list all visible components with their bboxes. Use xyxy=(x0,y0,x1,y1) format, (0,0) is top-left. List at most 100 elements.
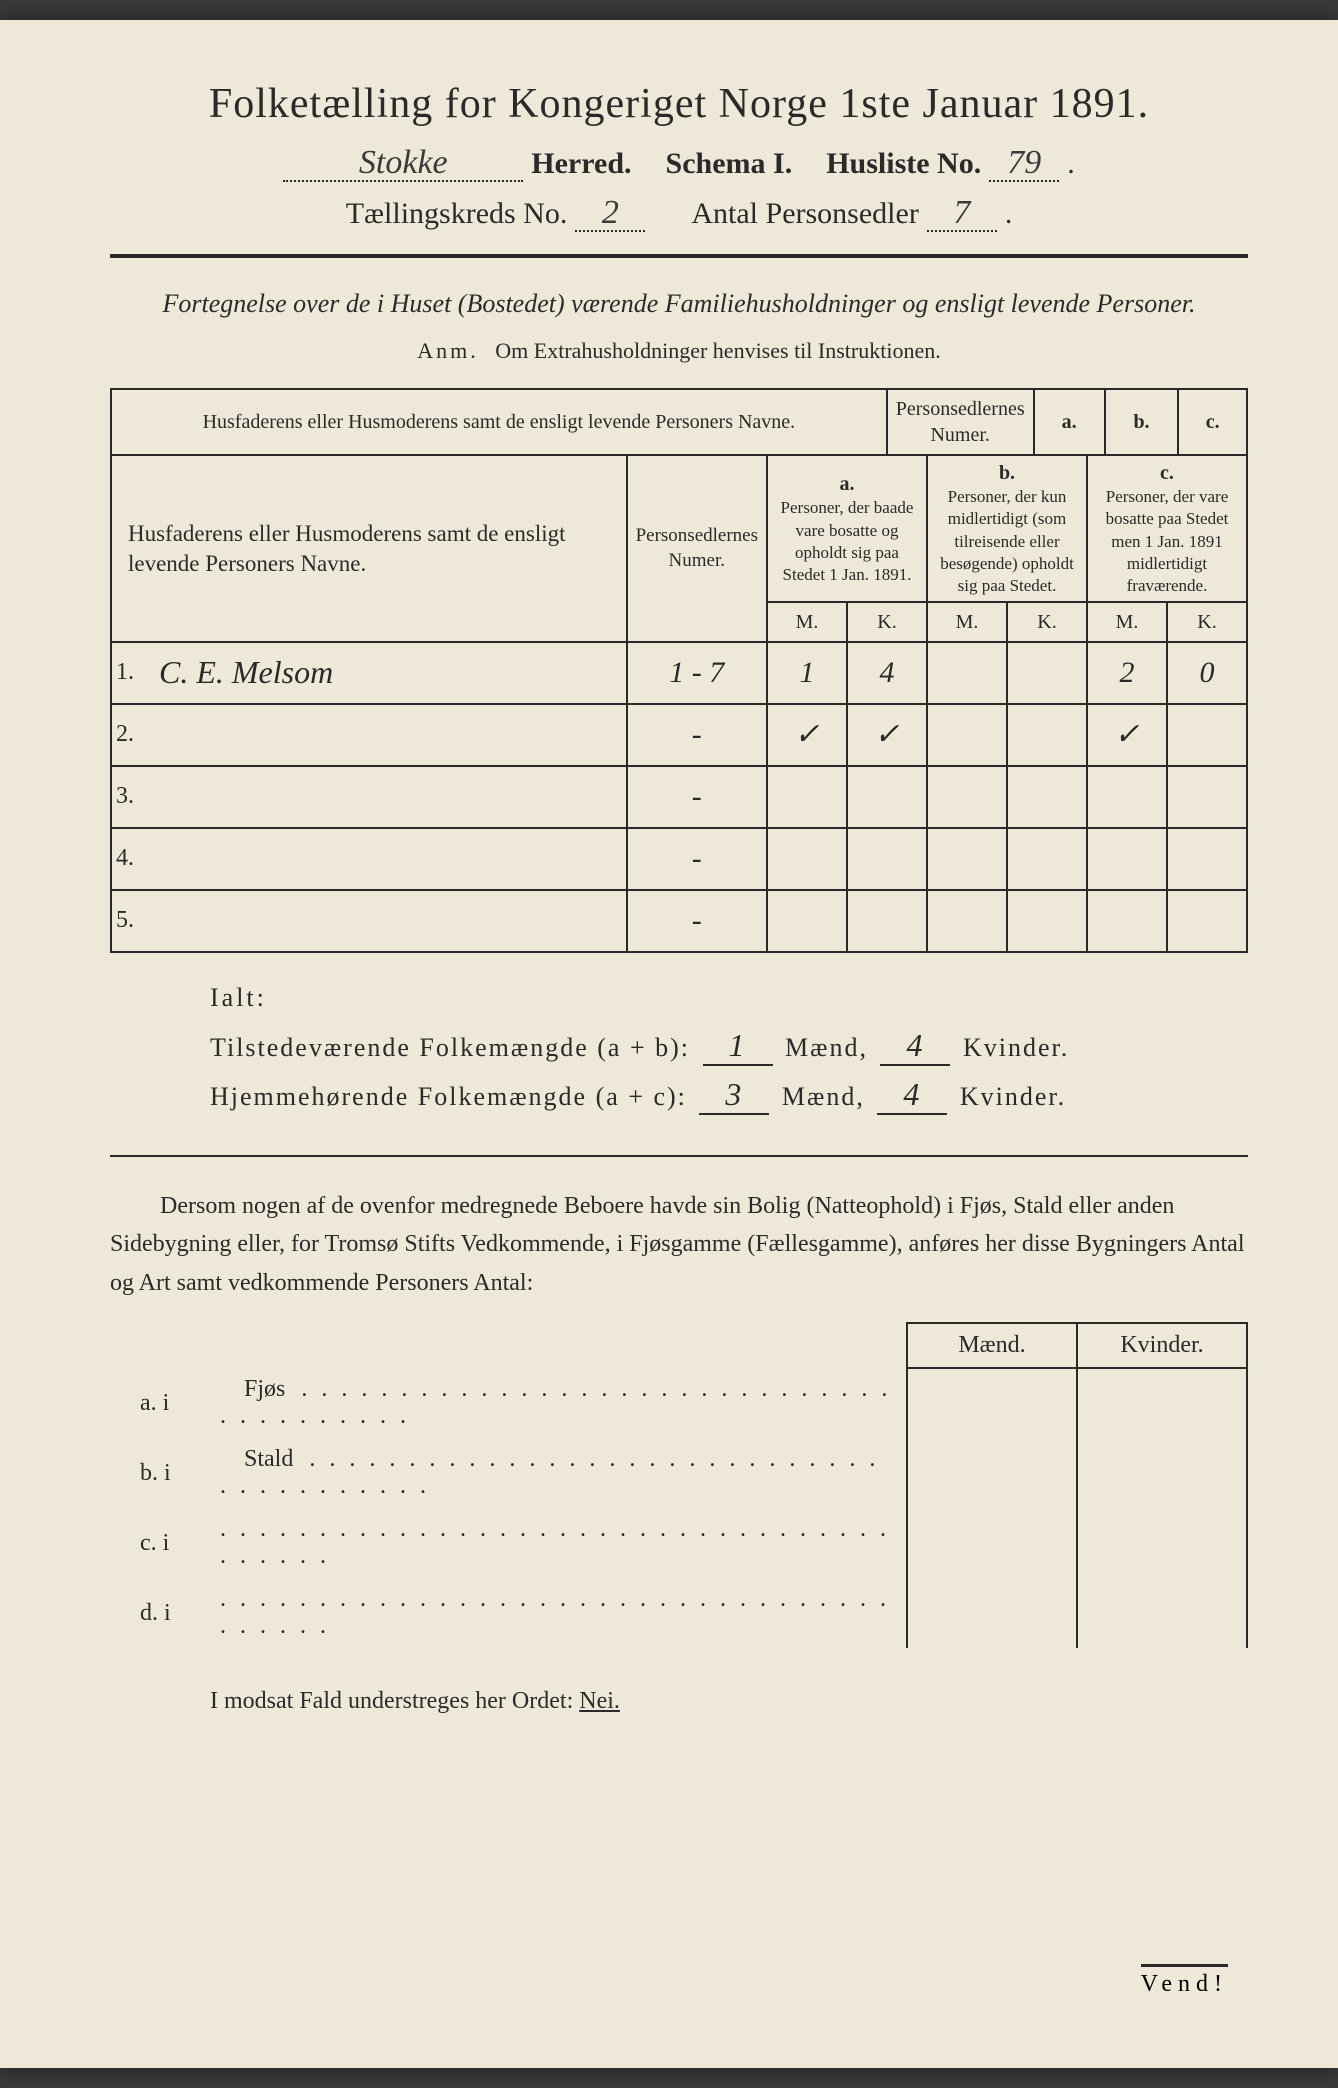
b-m-val xyxy=(927,890,1007,952)
c-m-val xyxy=(1087,766,1167,828)
row-number: 4. xyxy=(111,828,147,890)
kreds-label: Tællingskreds No. xyxy=(346,197,568,231)
outbuilding-row: a. i Fjøs xyxy=(110,1368,1247,1438)
b-k: K. xyxy=(1007,602,1087,642)
a-k-val xyxy=(847,766,927,828)
col2-head: Personsedlernes Numer. xyxy=(627,455,767,641)
c-k: K. xyxy=(1167,602,1247,642)
ob-k xyxy=(1077,1578,1247,1648)
row-number: 1. xyxy=(111,642,147,704)
row-number: 2. xyxy=(111,704,147,766)
person-name xyxy=(147,766,627,828)
ob-m xyxy=(907,1578,1077,1648)
a-k-val: 4 xyxy=(847,642,927,704)
ob-k xyxy=(1077,1438,1247,1508)
b-k-val xyxy=(1007,704,1087,766)
row-number: 5. xyxy=(111,890,147,952)
c-m-val: 2 xyxy=(1087,642,1167,704)
table-row: 2.-✓✓✓ xyxy=(111,704,1247,766)
a-m-val xyxy=(767,890,847,952)
nei-line: I modsat Fald understreges her Ordet: Ne… xyxy=(110,1688,1248,1715)
anm-text: Om Extrahusholdninger henvises til Instr… xyxy=(495,338,940,363)
antal-value: 7 xyxy=(927,196,997,232)
c-m: M. xyxy=(1087,602,1167,642)
ob-label: b. i xyxy=(110,1438,210,1508)
person-name xyxy=(147,828,627,890)
b-k-val xyxy=(1007,642,1087,704)
numer: 1 - 7 xyxy=(627,642,767,704)
outbuilding-row: c. i xyxy=(110,1508,1247,1578)
a-k: K. xyxy=(847,602,927,642)
ob-name xyxy=(210,1578,907,1648)
a-m-val: ✓ xyxy=(767,704,847,766)
table-row: 4.- xyxy=(111,828,1247,890)
ialt-label: Ialt: xyxy=(210,983,1248,1013)
table-row: 5. - xyxy=(111,890,1247,952)
numer: - xyxy=(627,704,767,766)
col-b-head: b. Personer, der kun midlertidigt (som t… xyxy=(927,455,1087,601)
person-name xyxy=(147,890,627,952)
col-numer-header: Personsedlernes Numer. xyxy=(887,389,1034,455)
kreds-value: 2 xyxy=(575,196,645,232)
b-k-val xyxy=(1007,766,1087,828)
row-number: 3. xyxy=(111,766,147,828)
col-a-label: a. xyxy=(1034,389,1105,455)
page-title: Folketælling for Kongeriget Norge 1ste J… xyxy=(110,80,1248,128)
husliste-value: 79 xyxy=(989,146,1059,182)
numer: - xyxy=(627,890,767,952)
census-table: Husfaderens eller Husmoderens samt de en… xyxy=(110,388,1248,456)
nei-word: Nei. xyxy=(579,1688,620,1714)
herred-value: Stokke xyxy=(283,146,523,182)
ialt-line-2: Hjemmehørende Folkemængde (a + c): 3 Mæn… xyxy=(210,1076,1248,1115)
c-k-val: 0 xyxy=(1167,642,1247,704)
numer: - xyxy=(627,766,767,828)
person-name: C. E. Melsom xyxy=(147,642,627,704)
census-form-page: Folketælling for Kongeriget Norge 1ste J… xyxy=(0,20,1338,2068)
ialt2-m: 3 xyxy=(699,1076,769,1115)
a-k-val: ✓ xyxy=(847,704,927,766)
col-a-head: a. Personer, der baade vare bosatte og o… xyxy=(767,455,927,601)
table-row: 3. - xyxy=(111,766,1247,828)
totals-block: Ialt: Tilstedeværende Folkemængde (a + b… xyxy=(210,983,1248,1115)
col1-head: Husfaderens eller Husmoderens samt de en… xyxy=(111,455,627,641)
outbuilding-table: Mænd. Kvinder. a. i Fjøs b. i Stald c. i… xyxy=(110,1322,1248,1648)
ob-m xyxy=(907,1508,1077,1578)
ob-m xyxy=(907,1368,1077,1438)
vend-label: Vend! xyxy=(1141,1964,1228,1998)
outbuilding-row: d. i xyxy=(110,1578,1247,1648)
ob-k xyxy=(1077,1508,1247,1578)
header-row-2: Tællingskreds No. 2 Antal Personsedler 7… xyxy=(110,196,1248,232)
ob-name: Stald xyxy=(210,1438,907,1508)
a-k-val xyxy=(847,828,927,890)
ob-kvinder: Kvinder. xyxy=(1077,1323,1247,1368)
col-b-label: b. xyxy=(1105,389,1179,455)
husliste-label: Husliste No. xyxy=(826,147,981,181)
col-c-label: c. xyxy=(1178,389,1247,455)
ialt2-k: 4 xyxy=(877,1076,947,1115)
person-name xyxy=(147,704,627,766)
ob-label: a. i xyxy=(110,1368,210,1438)
b-m-val xyxy=(927,766,1007,828)
herred-label: Herred. xyxy=(531,147,631,181)
ialt1-k: 4 xyxy=(880,1027,950,1066)
a-m: M. xyxy=(767,602,847,642)
c-k-val xyxy=(1167,704,1247,766)
ob-k xyxy=(1077,1368,1247,1438)
ob-label: d. i xyxy=(110,1578,210,1648)
c-m-val: ✓ xyxy=(1087,704,1167,766)
c-k-val xyxy=(1167,766,1247,828)
b-m-val xyxy=(927,704,1007,766)
ialt1-m: 1 xyxy=(703,1027,773,1066)
b-m-val xyxy=(927,828,1007,890)
divider-2 xyxy=(110,1155,1248,1157)
header-row-1: Stokke Herred. Schema I. Husliste No. 79… xyxy=(110,146,1248,182)
b-k-val xyxy=(1007,890,1087,952)
c-k-val xyxy=(1167,890,1247,952)
anm-note: Anm. Om Extrahusholdninger henvises til … xyxy=(110,338,1248,364)
a-m-val xyxy=(767,766,847,828)
b-m-val xyxy=(927,642,1007,704)
ob-m xyxy=(907,1438,1077,1508)
outbuilding-paragraph: Dersom nogen af de ovenfor medregnede Be… xyxy=(110,1187,1248,1302)
census-table-main: Husfaderens eller Husmoderens samt de en… xyxy=(110,454,1248,952)
schema-label: Schema I. xyxy=(666,147,793,181)
